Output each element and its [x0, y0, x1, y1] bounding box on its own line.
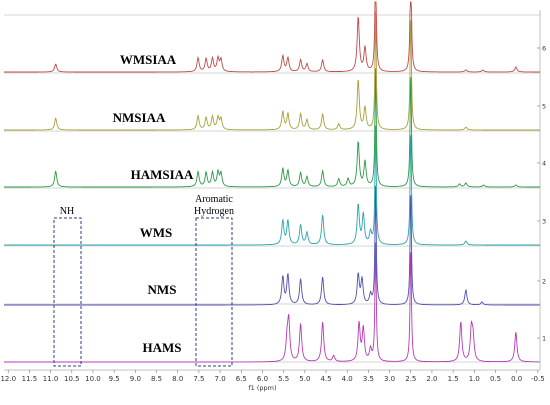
- y-tick-label: 3: [542, 218, 546, 226]
- x-tick-label: 3.0: [384, 375, 395, 383]
- aromatic-label-line2: Hydrogen: [194, 206, 234, 217]
- y-tick-label: 6: [542, 45, 546, 53]
- y-tick-label: 5: [542, 103, 546, 111]
- series-label-nms: NMS: [148, 282, 177, 297]
- x-axis: 12.0 11.5 11.0 10.5 10.0 9.5 9.0 8.5 8.0 7.5 7.0 6.…: [0, 369, 545, 383]
- spectrum-trace-hamsiaa: [4, 68, 540, 188]
- x-tick-label: 6.5: [236, 375, 247, 383]
- x-tick-label: 4.5: [320, 375, 331, 383]
- x-tick-label: 9.0: [130, 375, 141, 383]
- series-label-wms: WMS: [140, 225, 173, 240]
- spectrum-trace-wms: [4, 125, 540, 246]
- series-label-nmsiaa: NMSIAA: [113, 110, 166, 125]
- aromatic-label-line1: Aromatic: [195, 194, 233, 205]
- x-tick-label: 1.0: [469, 375, 480, 383]
- x-tick-label: 3.5: [363, 375, 374, 383]
- spectra-traces: [4, 1, 540, 363]
- x-tick-label: 9.5: [109, 375, 120, 383]
- spectrum-trace-nms: [4, 185, 540, 306]
- x-tick-label: 10.5: [64, 375, 80, 383]
- x-tick-label: 1.5: [448, 375, 459, 383]
- x-axis-title: f1 (ppm): [248, 384, 276, 392]
- x-tick-label: 7.0: [215, 375, 226, 383]
- series-label-wmsiaa: WMSIAA: [120, 52, 177, 67]
- grid-lines: [4, 14, 540, 363]
- nh-box: [53, 217, 82, 367]
- y-tick-label: 2: [542, 278, 546, 286]
- x-tick-label: 11.0: [43, 375, 59, 383]
- x-tick-label: 6.0: [257, 375, 268, 383]
- aromatic-box: [195, 217, 233, 367]
- x-tick-label: 10.0: [85, 375, 101, 383]
- series-label-hams: HAMS: [143, 340, 182, 355]
- x-tick-label: 5.5: [278, 375, 289, 383]
- spectrum-trace-hams: [4, 242, 540, 363]
- x-tick-label: 2.5: [405, 375, 416, 383]
- x-tick-label: 11.5: [22, 375, 38, 383]
- y-axis: 1 2 3 4 5 6: [537, 10, 546, 370]
- spectrum-labels: HAMS NMS WMS HAMSIAA NMSIAA WMSIAA: [113, 52, 194, 355]
- nh-label: NH: [60, 206, 74, 217]
- y-tick-label: 4: [542, 160, 546, 168]
- spectrum-trace-wmsiaa: [4, 1, 540, 73]
- series-label-hamsiaa: HAMSIAA: [131, 167, 194, 182]
- x-tick-label: 0.5: [490, 375, 501, 383]
- x-tick-label: 5.0: [299, 375, 310, 383]
- x-tick-label: 8.0: [172, 375, 183, 383]
- x-tick-label: 8.5: [151, 375, 162, 383]
- x-tick-label: 12.0: [0, 375, 16, 383]
- x-tick-label: 0.0: [511, 375, 522, 383]
- x-tick-label: 2.0: [426, 375, 437, 383]
- x-tick-label: -0.5: [531, 375, 545, 383]
- x-tick-label: 7.5: [193, 375, 204, 383]
- x-tick-label: 4.0: [342, 375, 353, 383]
- spectrum-trace-nmsiaa: [4, 11, 540, 131]
- y-tick-label: 1: [542, 335, 546, 343]
